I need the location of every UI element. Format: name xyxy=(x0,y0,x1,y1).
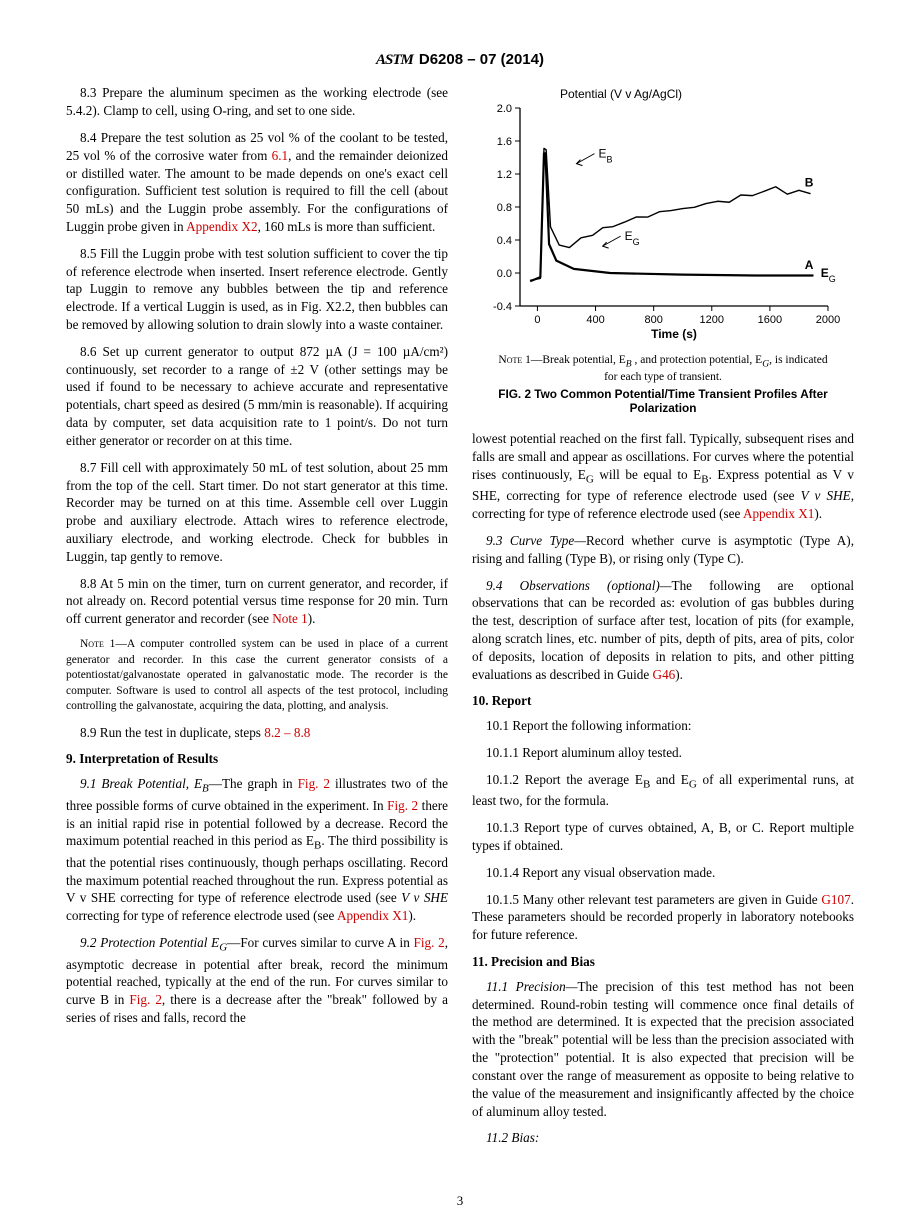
svg-text:Time (s): Time (s) xyxy=(651,327,697,341)
para-10-1-5: 10.1.5 Many other relevant test paramete… xyxy=(472,891,854,944)
svg-text:0: 0 xyxy=(534,314,540,326)
svg-text:0.0: 0.0 xyxy=(497,268,512,280)
para-8-3: 8.3 Prepare the aluminum specimen as the… xyxy=(66,84,448,120)
para-10-1-4: 10.1.4 Report any visual observation mad… xyxy=(472,864,854,882)
svg-text:1200: 1200 xyxy=(700,314,724,326)
link-fig-2-c[interactable]: Fig. 2 xyxy=(414,935,445,950)
page-number: 3 xyxy=(0,1192,920,1210)
para-8-6: 8.6 Set up current generator to output 8… xyxy=(66,343,448,450)
svg-text:B: B xyxy=(805,176,814,190)
link-steps-8-2-8-8[interactable]: 8.2 – 8.8 xyxy=(264,725,310,740)
svg-text:1.2: 1.2 xyxy=(497,169,512,181)
para-10-1: 10.1 Report the following information: xyxy=(472,717,854,735)
link-6-1[interactable]: 6.1 xyxy=(272,148,288,163)
svg-text:-0.4: -0.4 xyxy=(493,301,512,313)
doc-header: ASTM D6208 – 07 (2014) xyxy=(66,50,854,70)
link-appendix-x1-a[interactable]: Appendix X1 xyxy=(337,908,408,923)
link-g46[interactable]: G46 xyxy=(653,667,676,682)
svg-text:2000: 2000 xyxy=(816,314,840,326)
para-9-1: 9.1 Break Potential, EB—The graph in Fig… xyxy=(66,775,448,925)
link-g107[interactable]: G107 xyxy=(821,892,850,907)
svg-text:400: 400 xyxy=(586,314,604,326)
para-8-7: 8.7 Fill cell with approximately 50 mL o… xyxy=(66,459,448,566)
svg-text:1.6: 1.6 xyxy=(497,136,512,148)
para-9-2-cont: lowest potential reached on the first fa… xyxy=(472,430,854,523)
para-9-3: 9.3 Curve Type—Record whether curve is a… xyxy=(472,532,854,568)
svg-text:0.8: 0.8 xyxy=(497,202,512,214)
section-10-heading: 10. Report xyxy=(472,692,854,710)
para-9-2: 9.2 Protection Potential EG—For curves s… xyxy=(66,934,448,1027)
content-columns: 8.3 Prepare the aluminum specimen as the… xyxy=(66,84,854,1174)
figure-2-caption: FIG. 2 Two Common Potential/Time Transie… xyxy=(482,387,844,416)
svg-text:2.0: 2.0 xyxy=(497,103,512,115)
link-appendix-x2[interactable]: Appendix X2 xyxy=(186,219,257,234)
para-8-5: 8.5 Fill the Luggin probe with test solu… xyxy=(66,245,448,334)
para-10-1-1: 10.1.1 Report aluminum alloy tested. xyxy=(472,744,854,762)
note-1: Note 1—A computer controlled system can … xyxy=(66,637,448,715)
astm-logo: ASTM xyxy=(376,50,413,70)
para-9-4: 9.4 Observations (optional)—The followin… xyxy=(472,577,854,684)
svg-text:0.4: 0.4 xyxy=(497,235,512,247)
para-8-4: 8.4 Prepare the test solution as 25 vol … xyxy=(66,129,448,236)
para-11-1: 11.1 Precision—The precision of this tes… xyxy=(472,978,854,1121)
designation: D6208 – 07 (2014) xyxy=(419,50,544,70)
svg-text:800: 800 xyxy=(644,314,662,326)
figure-2-chart: -0.4 0.0 0.4 0.8 1.2 1.6 2.0 0 400 800 1200 1600 200… xyxy=(472,84,842,344)
svg-text:A: A xyxy=(805,258,814,272)
figure-2-note: Note 1—Break potential, EB , and protect… xyxy=(494,353,832,385)
link-note-1[interactable]: Note 1 xyxy=(272,611,308,626)
link-fig-2-b[interactable]: Fig. 2 xyxy=(387,798,418,813)
figure-2: -0.4 0.0 0.4 0.8 1.2 1.6 2.0 0 400 800 1200 1600 200… xyxy=(472,84,854,416)
para-8-8: 8.8 At 5 min on the timer, turn on curre… xyxy=(66,575,448,628)
svg-text:1600: 1600 xyxy=(758,314,782,326)
para-8-9: 8.9 Run the test in duplicate, steps 8.2… xyxy=(66,724,448,742)
section-9-heading: 9. Interpretation of Results xyxy=(66,750,448,768)
svg-text:Potential (V v Ag/AgCl): Potential (V v Ag/AgCl) xyxy=(560,87,682,101)
link-appendix-x1-b[interactable]: Appendix X1 xyxy=(743,506,814,521)
para-10-1-3: 10.1.3 Report type of curves obtained, A… xyxy=(472,819,854,855)
para-10-1-2: 10.1.2 Report the average EB and EG of a… xyxy=(472,771,854,810)
link-fig-2-d[interactable]: Fig. 2 xyxy=(129,992,162,1007)
para-11-2: 11.2 Bias: xyxy=(472,1129,854,1147)
link-fig-2-a[interactable]: Fig. 2 xyxy=(298,776,330,791)
section-11-heading: 11. Precision and Bias xyxy=(472,953,854,971)
